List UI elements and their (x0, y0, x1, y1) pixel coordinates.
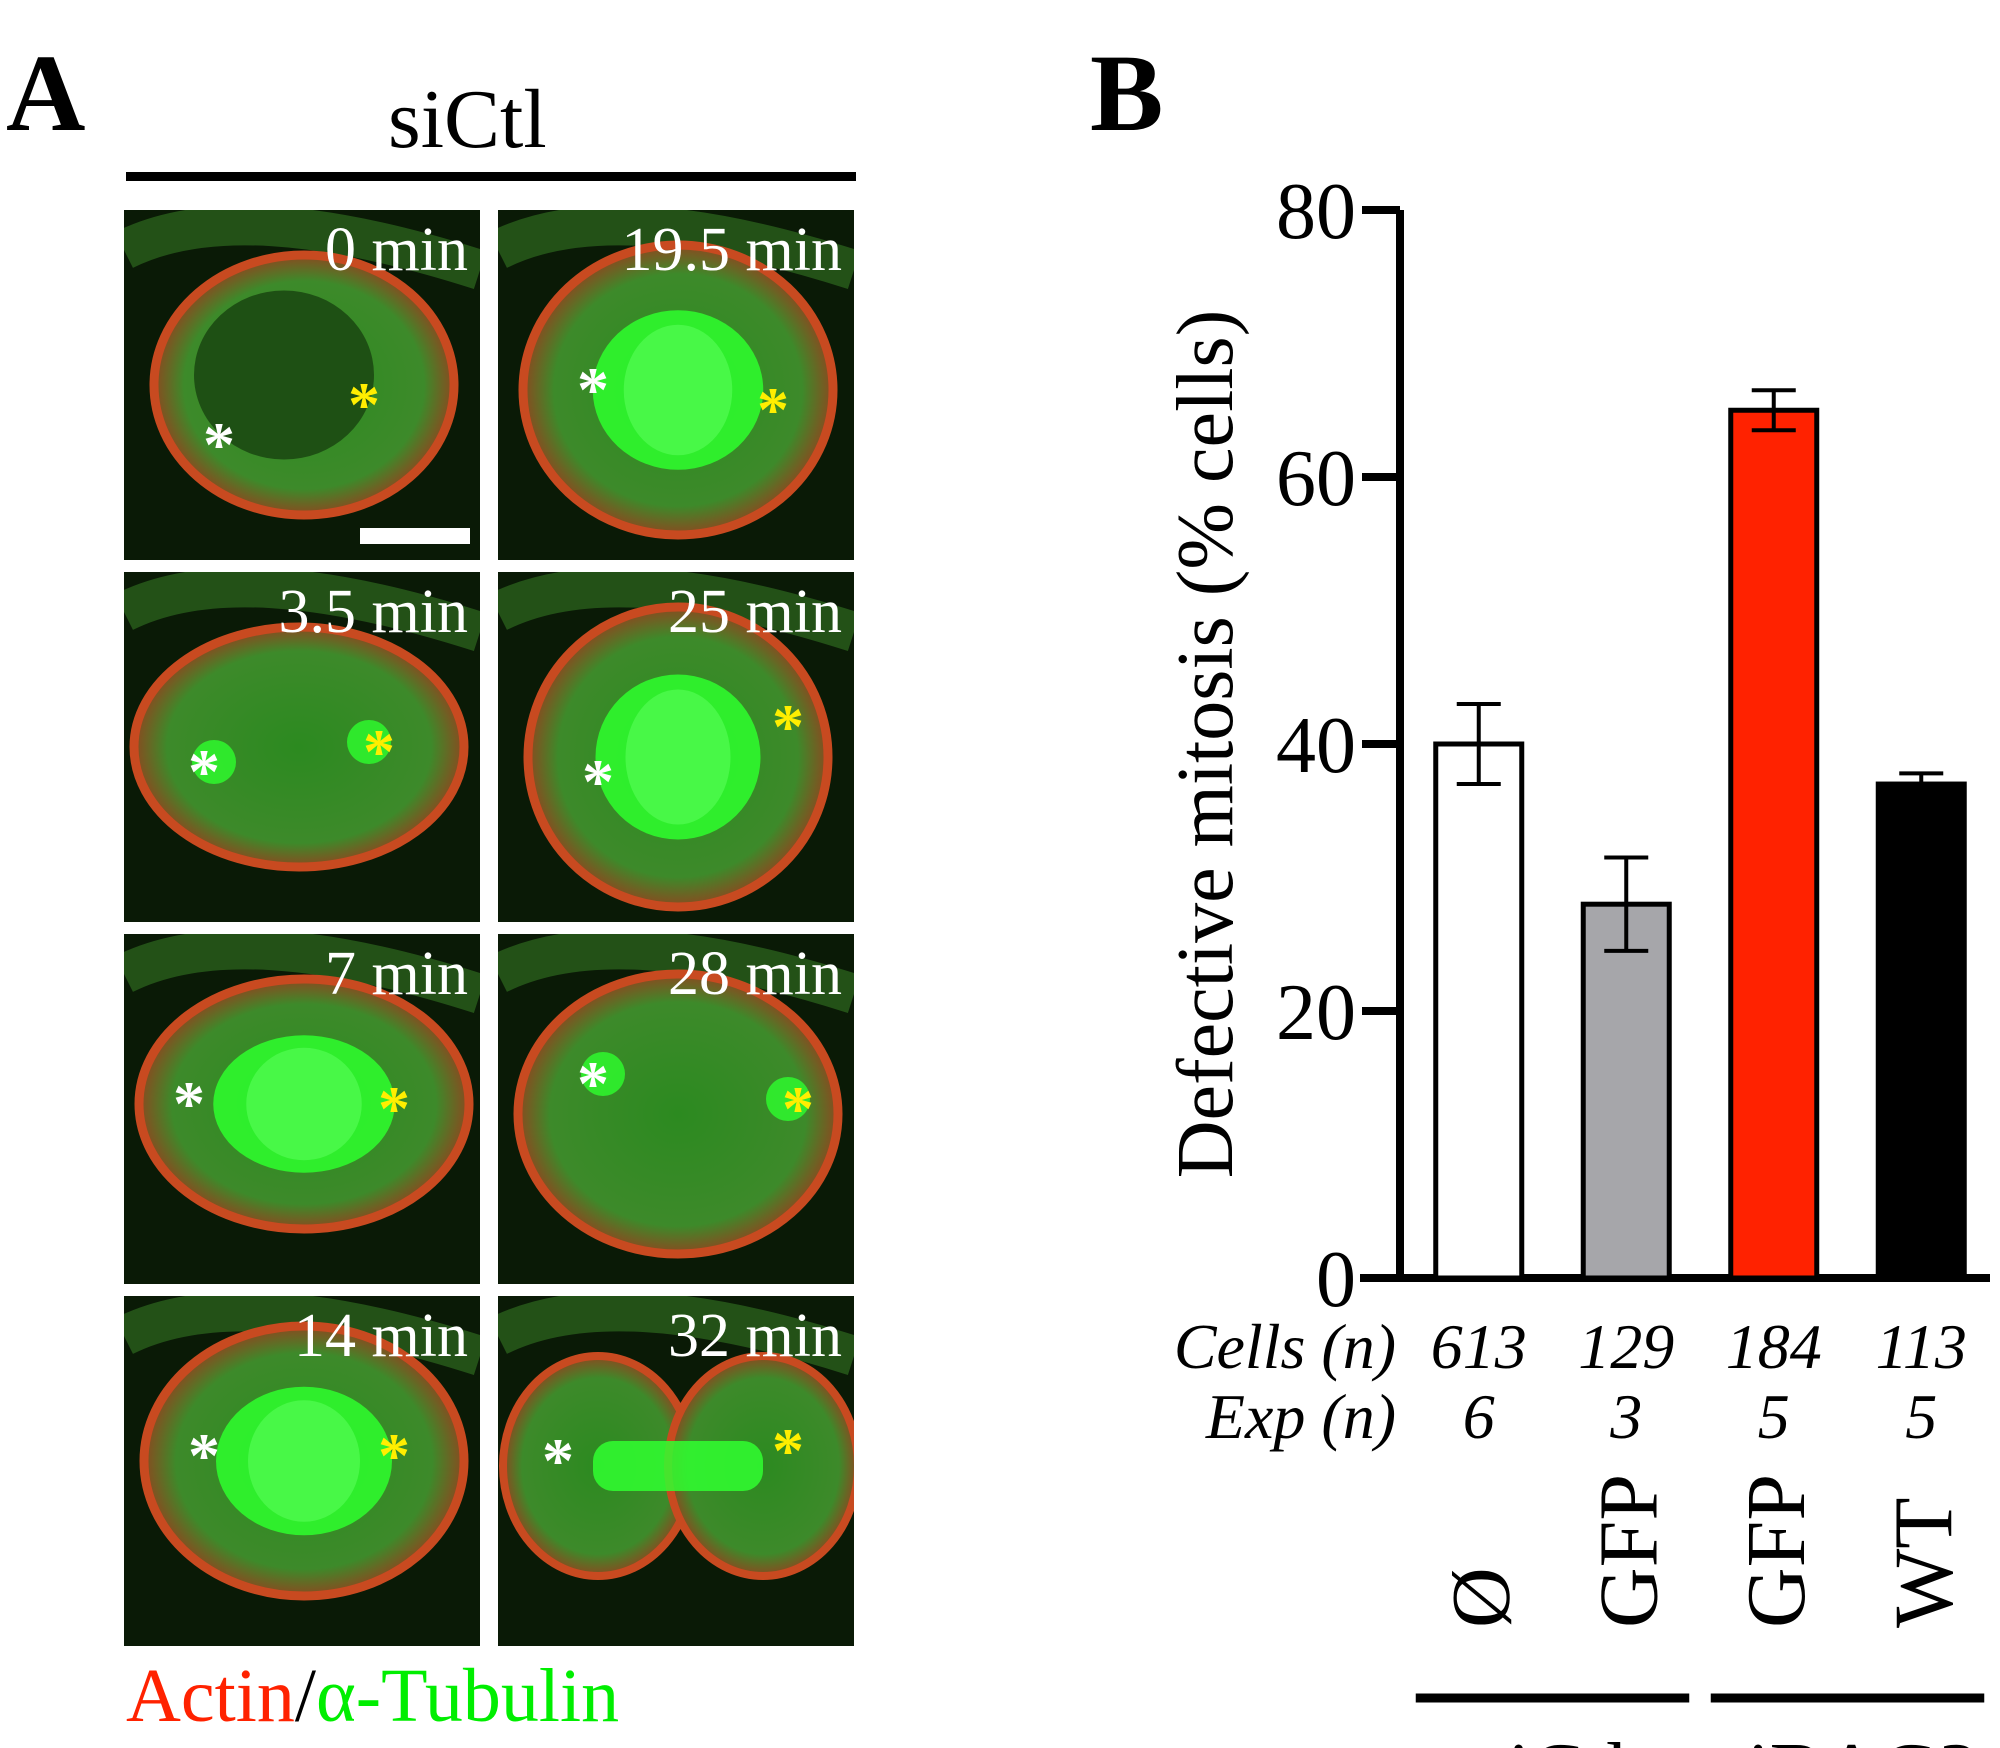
cell-image (124, 572, 480, 922)
category-label: Ø (1435, 1567, 1528, 1628)
white-asterisk-marker: * (188, 736, 220, 807)
yellow-asterisk-marker: * (772, 691, 804, 762)
time-label: 19.5 min (621, 216, 842, 284)
y-axis-title: Defective mitosis (% cells) (1162, 310, 1250, 1179)
time-label: 0 min (325, 216, 468, 284)
cell-image (124, 934, 480, 1284)
bar (1728, 407, 1820, 1281)
time-label: 25 min (668, 578, 842, 646)
row-value: 613 (1431, 1311, 1527, 1382)
white-asterisk-marker: * (188, 1420, 220, 1491)
time-label: 14 min (294, 1302, 468, 1370)
category-label: GFP (1730, 1474, 1823, 1628)
yellow-asterisk-marker: * (348, 369, 380, 440)
group-label: siCtl (1477, 1728, 1628, 1748)
legend-actin: Actin (126, 1654, 295, 1738)
y-tick-label: 60 (1276, 435, 1356, 523)
bar (1580, 901, 1672, 1281)
panel-a-group-line (126, 172, 856, 181)
micrograph-tile: 0 min * * (124, 210, 480, 560)
bar (1433, 741, 1525, 1281)
category-label: WT (1877, 1497, 1970, 1628)
white-asterisk-marker: * (577, 1048, 609, 1119)
cell-image (498, 572, 854, 922)
row-value: 3 (1609, 1381, 1642, 1452)
cell-image (124, 1296, 480, 1646)
micrograph-tile: 28 min * * (498, 934, 854, 1284)
row-label: Cells (n) (1174, 1311, 1396, 1382)
time-label: 32 min (668, 1302, 842, 1370)
time-label: 3.5 min (278, 578, 468, 646)
panel-a-group-label: siCtl (388, 73, 547, 166)
legend-tubulin: α-Tubulin (315, 1654, 620, 1738)
y-tick-label: 40 (1276, 702, 1356, 790)
time-label: 28 min (668, 940, 842, 1008)
row-value: 5 (1758, 1381, 1790, 1452)
micrograph-tile: 7 min * * (124, 934, 480, 1284)
category-label: GFP (1582, 1474, 1675, 1628)
yellow-asterisk-marker: * (363, 716, 395, 787)
yellow-asterisk-marker: * (378, 1420, 410, 1491)
y-tick-label: 0 (1316, 1236, 1356, 1324)
micrograph-tile: 25 min * * (498, 572, 854, 922)
y-tick-label: 20 (1276, 969, 1356, 1057)
row-label: Exp (n) (1205, 1381, 1396, 1452)
panel-a-letter: A (6, 32, 86, 154)
row-value: 6 (1463, 1381, 1495, 1452)
white-asterisk-marker: * (203, 409, 235, 480)
time-label: 7 min (325, 940, 468, 1008)
micrograph-tile: 19.5 min * * (498, 210, 854, 560)
row-value: 5 (1905, 1381, 1937, 1452)
cell-image (498, 210, 854, 560)
legend-separator: / (294, 1654, 316, 1738)
stain-legend: Actin/α-Tubulin (126, 1658, 619, 1734)
cell-image (498, 934, 854, 1284)
micrograph-tile: 3.5 min * * (124, 572, 480, 922)
y-tick-label: 80 (1276, 168, 1356, 256)
scale-bar (360, 528, 470, 544)
bar-chart: 0 20 40 60 80 Defective mitosis (% cells) Cell… (1162, 168, 1990, 1748)
white-asterisk-marker: * (577, 354, 609, 425)
row-value: 184 (1726, 1311, 1822, 1382)
micrograph-tile: 14 min * * (124, 1296, 480, 1646)
group-label: siBAG3 (1716, 1728, 1978, 1748)
bar (1875, 781, 1967, 1281)
cell-image (124, 210, 480, 560)
yellow-asterisk-marker: * (757, 374, 789, 445)
panel-b-letter: B (1090, 32, 1164, 154)
row-value: 113 (1876, 1311, 1967, 1382)
row-value: 129 (1578, 1311, 1674, 1382)
yellow-asterisk-marker: * (378, 1073, 410, 1144)
micrograph-tile: 32 min * * (498, 1296, 854, 1646)
white-asterisk-marker: * (582, 746, 614, 817)
white-asterisk-marker: * (542, 1425, 574, 1496)
cell-image (498, 1296, 854, 1646)
yellow-asterisk-marker: * (782, 1073, 814, 1144)
yellow-asterisk-marker: * (772, 1415, 804, 1486)
white-asterisk-marker: * (173, 1068, 205, 1139)
